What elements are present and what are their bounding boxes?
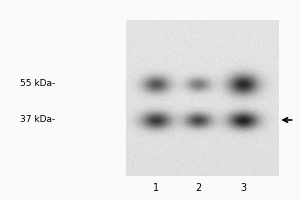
Text: 3: 3 [240,183,246,193]
Text: 1: 1 [153,183,159,193]
Text: 55 kDa-: 55 kDa- [20,79,55,88]
Text: 37 kDa-: 37 kDa- [20,116,55,124]
Text: 2: 2 [195,183,201,193]
